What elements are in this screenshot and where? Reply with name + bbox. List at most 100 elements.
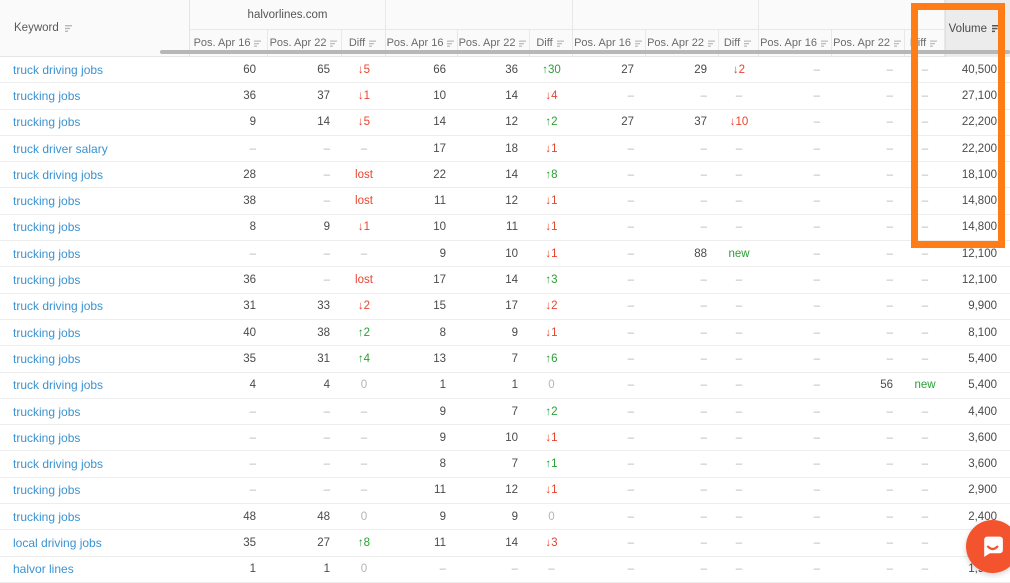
position-value: – — [323, 142, 330, 155]
position-value: 14 — [505, 536, 518, 549]
position-value: – — [323, 405, 330, 418]
keyword-link[interactable]: truck driving jobs — [13, 167, 104, 182]
volume-value: 22,200 — [961, 116, 997, 129]
diff-value: – — [921, 431, 929, 444]
column-header-position[interactable]: Pos. Apr 16 — [573, 29, 646, 56]
sort-icon — [707, 40, 715, 47]
position-value: – — [700, 484, 707, 497]
position-value: – — [700, 563, 707, 576]
table-row: trucking jobs 9 14 ↓5 14 12 ↑2 27 37 ↓10 – – – 22,200 — [0, 110, 1010, 136]
position-value: – — [511, 563, 518, 576]
diff-value: ↓1 — [545, 142, 558, 155]
keyword-link[interactable]: local driving jobs — [13, 535, 102, 550]
keyword-link[interactable]: truck driving jobs — [13, 62, 104, 77]
position-value: – — [813, 458, 820, 471]
position-value: – — [627, 458, 634, 471]
sort-icon — [634, 40, 642, 47]
column-header-keyword[interactable]: Keyword — [0, 0, 190, 56]
position-value: – — [700, 221, 707, 234]
volume-value: 12,100 — [961, 274, 997, 287]
chat-bubble-icon — [984, 536, 1003, 557]
column-header-label: Pos. Apr 16 — [574, 37, 631, 50]
column-header-label: Pos. Apr 22 — [833, 37, 890, 50]
position-value: – — [627, 300, 634, 313]
table-row: trucking jobs – – – 9 10 ↓1 – 88 new – – – 12,100 — [0, 241, 1010, 268]
keyword-link[interactable]: trucking jobs — [13, 430, 81, 445]
diff-value: – — [735, 221, 743, 234]
column-header-position[interactable]: Pos. Apr 22 — [832, 29, 905, 56]
position-value: – — [700, 142, 707, 155]
keyword-link[interactable]: truck driving jobs — [13, 457, 104, 472]
keyword-link[interactable]: truck driver salary — [13, 141, 108, 156]
keyword-link[interactable]: trucking jobs — [13, 88, 81, 103]
keyword-link[interactable]: trucking jobs — [13, 325, 81, 340]
table-row: truck driver salary – – – 17 18 ↓1 – – – – – – 22,200 — [0, 136, 1010, 163]
keyword-link[interactable]: trucking jobs — [13, 115, 81, 130]
diff-value: – — [921, 221, 929, 234]
table-row: trucking jobs 35 31 ↑4 13 7 ↑6 – – – – – – 5,400 — [0, 346, 1010, 373]
volume-value: 5,400 — [968, 352, 997, 365]
volume-value: 40,500 — [961, 63, 997, 76]
keyword-link[interactable]: trucking jobs — [13, 273, 81, 288]
diff-value: lost — [355, 195, 373, 208]
column-header-position[interactable]: Pos. Apr 16 — [190, 29, 268, 56]
volume-value: 12,100 — [961, 247, 997, 260]
keyword-link[interactable]: trucking jobs — [13, 246, 81, 261]
column-header-position[interactable]: Pos. Apr 22 — [646, 29, 719, 56]
position-value: – — [249, 484, 256, 497]
diff-value: ↑4 — [357, 352, 371, 365]
position-value: 60 — [243, 63, 256, 76]
diff-value: – — [921, 536, 929, 549]
position-value: 17 — [433, 274, 446, 287]
column-header-volume[interactable]: Volume — [945, 0, 1010, 57]
column-header-position[interactable]: Pos. Apr 16 — [386, 29, 458, 56]
keyword-link[interactable]: trucking jobs — [13, 351, 81, 366]
position-value: – — [323, 458, 330, 471]
position-value: – — [886, 563, 893, 576]
diff-value: – — [921, 274, 929, 287]
keyword-link[interactable]: halvor lines — [13, 562, 74, 577]
position-value: – — [813, 352, 820, 365]
position-value: 12 — [505, 484, 518, 497]
position-value: – — [627, 195, 634, 208]
position-value: 8 — [439, 458, 446, 471]
keyword-link[interactable]: trucking jobs — [13, 509, 81, 524]
position-value: 9 — [439, 405, 446, 418]
keyword-link[interactable]: truck driving jobs — [13, 299, 104, 314]
chat-widget-button[interactable] — [966, 520, 1010, 573]
column-header-position[interactable]: Pos. Apr 22 — [458, 29, 530, 56]
diff-value: ↑30 — [542, 63, 561, 76]
position-value: 65 — [317, 63, 330, 76]
column-header-diff[interactable]: Diff — [342, 29, 386, 56]
position-value: – — [627, 510, 634, 523]
volume-header-label: Volume — [948, 22, 987, 35]
position-value: 36 — [243, 89, 256, 102]
position-value: 17 — [433, 142, 446, 155]
sort-icon — [64, 24, 72, 32]
diff-value: ↓5 — [357, 116, 371, 129]
keyword-link[interactable]: trucking jobs — [13, 220, 81, 235]
keyword-link[interactable]: truck driving jobs — [13, 378, 104, 393]
table-row: trucking jobs 36 37 ↓1 10 14 ↓4 – – – – – – 27,100 — [0, 83, 1010, 110]
position-value: 9 — [511, 510, 518, 523]
keyword-link[interactable]: trucking jobs — [13, 194, 81, 209]
column-header-label: Diff — [723, 37, 741, 50]
domain-group-header — [759, 0, 945, 30]
column-header-position[interactable]: Pos. Apr 22 — [268, 29, 342, 56]
position-value: 9 — [439, 510, 446, 523]
keyword-link[interactable]: trucking jobs — [13, 483, 81, 498]
column-header-diff[interactable]: Diff — [719, 29, 759, 56]
diff-value: – — [735, 142, 743, 155]
position-value: – — [886, 536, 893, 549]
position-value: – — [249, 247, 256, 260]
column-header-diff[interactable]: Diff — [530, 29, 573, 56]
sort-icon — [556, 40, 564, 47]
position-value: – — [249, 458, 256, 471]
volume-value: 14,800 — [961, 195, 997, 208]
position-value: – — [886, 142, 893, 155]
diff-value: ↓2 — [545, 300, 558, 313]
keyword-link[interactable]: trucking jobs — [13, 404, 81, 419]
horizontal-scrollbar[interactable] — [160, 50, 1010, 54]
diff-value: – — [921, 195, 929, 208]
column-header-position[interactable]: Pos. Apr 16 — [759, 29, 832, 56]
